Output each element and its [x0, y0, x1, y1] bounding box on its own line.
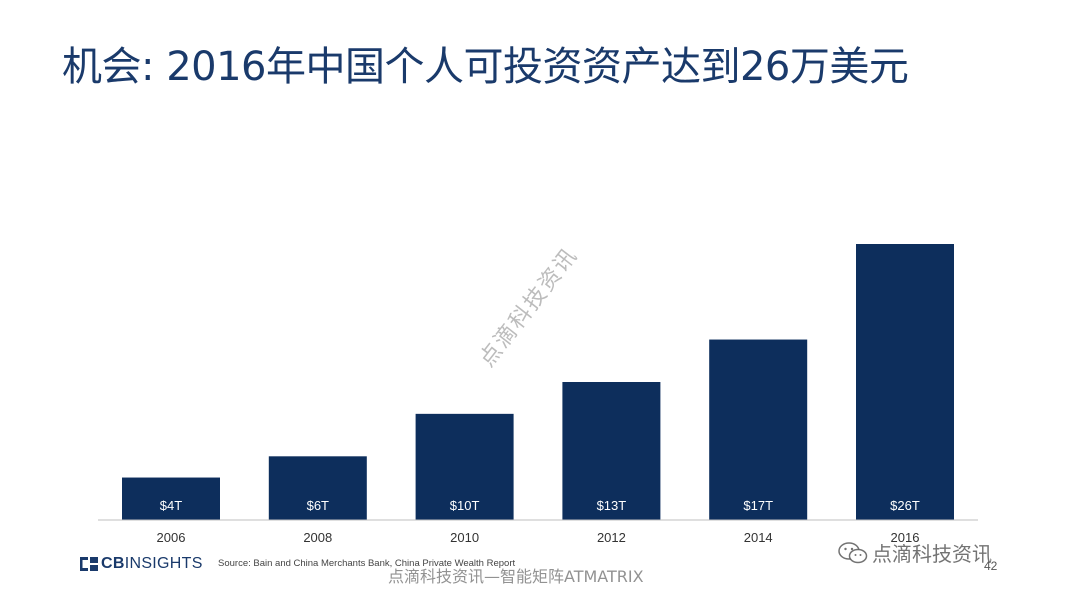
corner-watermark: 点滴科技资讯: [838, 538, 992, 567]
x-tick-labels: 2006 2008 2010 2012 2014 2016: [157, 530, 920, 545]
x-tick-label-2010: 2010: [450, 530, 479, 545]
logo-text-cb: CB: [101, 555, 125, 572]
logo-text-insights: INSIGHTS: [124, 555, 203, 572]
cb-logo-icon: [80, 557, 98, 571]
bar-value-label-2010: $10T: [450, 498, 480, 513]
corner-watermark-text: 点滴科技资讯: [872, 542, 992, 566]
bar-value-label-2012: $13T: [597, 498, 627, 513]
bar-2012: [562, 382, 661, 520]
source-note: Source: Bain and China Merchants Bank, C…: [218, 558, 516, 569]
bar-2016: [856, 244, 954, 520]
x-tick-label-2016: 2016: [891, 530, 920, 545]
bottom-watermark: 点滴科技资讯—智能矩阵ATMATRIX: [388, 567, 644, 586]
bars-layer: $4T $6T $10T $13T $17T $26T: [122, 244, 954, 520]
bar-value-label-2006: $4T: [160, 498, 182, 513]
bar-value-label-2014: $17T: [743, 498, 773, 513]
bar-2010: [415, 413, 514, 520]
bar-value-label-2008: $6T: [307, 498, 329, 513]
wechat-icon: [838, 541, 868, 563]
x-tick-label-2012: 2012: [597, 530, 626, 545]
x-tick-label-2008: 2008: [303, 530, 332, 545]
x-tick-label-2006: 2006: [157, 530, 186, 545]
x-tick-label-2014: 2014: [744, 530, 773, 545]
bar-2008: [268, 456, 367, 520]
bar-2014: [709, 339, 808, 520]
page-number: 42: [984, 559, 998, 573]
bar-value-label-2016: $26T: [890, 498, 920, 513]
cb-insights-logo: CBINSIGHTS: [80, 555, 203, 573]
bar-2006: [122, 477, 220, 520]
slide-title: 机会: 2016年中国个人可投资资产达到26万美元: [62, 44, 909, 90]
logo-text: CBINSIGHTS: [101, 555, 203, 573]
